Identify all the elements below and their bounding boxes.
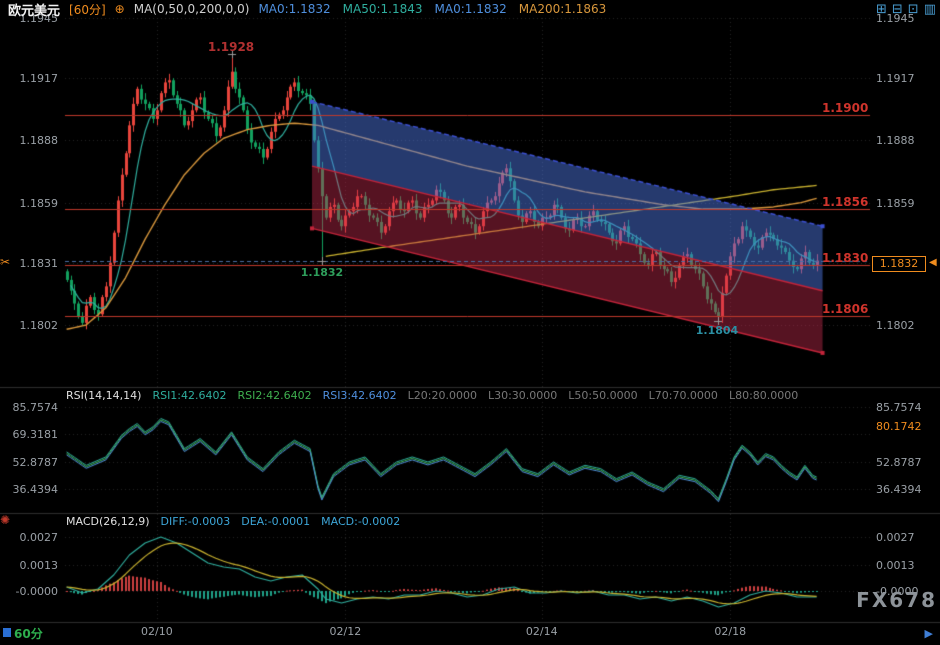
footer-timeframe[interactable]: 60分 [14,627,43,641]
rsi-level-3: L70:70.0000 [648,389,718,402]
timeframe-label[interactable]: [60分] [69,2,106,17]
macd-value-1: DEA:-0.0001 [241,515,311,528]
macd-title: MACD(26,12,9) [66,515,150,528]
annotation-channel-low: 1.1832 [300,266,344,279]
layout-icons: ⊞ ⊟ ⊡ ▥ [876,2,936,17]
indicator-tool-icon[interactable]: ✺ [0,513,11,527]
topbar: 欧元美元 [60分] ⊕ MA(0,50,0,200,0,0) MA0:1.18… [0,0,940,19]
watermark: FX678 [856,588,937,612]
ma-value-2: MA0:1.1832 [434,2,507,16]
annotation-high: 1.1928 [207,40,255,54]
ma-value-1: MA50:1.1843 [342,2,423,16]
ma-value-3: MA200:1.1863 [518,2,607,16]
level-price-label: 1.1856 [822,195,869,210]
price-axis-label-right: 1.1802 [876,319,915,332]
rsi-axis-label-right: 52.8787 [876,455,922,469]
level-price-label: 1.1900 [822,100,869,115]
rsi-axis-label-left: 36.4394 [12,483,59,497]
price-axis-label-left: 1.1888 [19,134,59,148]
rsi-level-1: L30:30.0000 [487,389,558,402]
add-indicator-icon[interactable]: ⊕ [114,2,125,16]
price-axis-label-right: 1.1888 [876,134,915,148]
level-price-label: 1.1830 [822,250,869,265]
price-axis-label-left: 1.1802 [19,319,59,332]
rsi-header: RSI(14,14,14) RSI1:42.6402 RSI2:42.6402 RSI… [66,389,798,402]
macd-axis-label-right: 0.0013 [876,559,915,572]
price-axis-label-left: 1.1859 [19,196,59,210]
rsi-value-1: RSI1:42.6402 [152,389,227,402]
rsi-axis-label-left: 52.8787 [12,455,59,469]
macd-axis-label-left: 0.0013 [19,559,59,572]
layout-grid-icon[interactable]: ⊞ [875,1,887,17]
rsi-level-2: L50:50.0000 [568,389,638,402]
current-price-arrow-icon: ◀ [929,257,937,268]
macd-axis-label-left: -0.0000 [15,585,58,598]
layout-single-icon[interactable]: ⊡ [907,1,919,17]
current-price-badge: 1.1832 [872,256,926,272]
rsi-axis-label-right: 36.4394 [876,483,922,497]
date-label: 02/12 [329,625,362,638]
rsi-value-2: RSI2:42.6402 [237,389,312,402]
footer-marker-icon [3,628,11,637]
price-axis-label-left: 1.1917 [19,72,59,86]
date-label: 02/18 [714,625,747,638]
macd-axis-label-right: 0.0027 [876,531,915,544]
macd-axis-label-right: -0.0000 [876,585,919,598]
price-axis-label-left: 1.1945 [19,12,59,25]
date-label: 02/14 [525,625,558,638]
rsi-highlight-value: 80.1742 [876,420,922,433]
price-axis-label-right: 1.1859 [876,196,915,210]
annotation-low: 1.1804 [695,324,739,337]
rsi-axis-label-left: 69.3181 [12,428,59,442]
ma-value-0: MA0:1.1832 [258,2,331,16]
symbol-title: 欧元美元 [8,3,61,19]
layout-columns-icon[interactable]: ▥ [923,1,936,17]
macd-axis-label-left: 0.0027 [19,531,59,544]
ma-settings-label: MA(0,50,0,200,0,0) [133,2,250,16]
rsi-title: RSI(14,14,14) [66,389,142,402]
layout-split-horizontal-icon[interactable]: ⊟ [891,1,903,17]
price-axis-label-right: 1.1917 [876,72,915,86]
rsi-axis-label-left: 85.7574 [12,401,59,414]
rsi-level-0: L20:20.0000 [407,389,477,402]
date-label: 02/10 [141,625,173,638]
price-axis-label-right: 1.1945 [876,12,915,25]
ma-values: MA0:1.1832 MA50:1.1843 MA0:1.1832 MA200:1.1… [258,2,618,16]
macd-value-0: DIFF:-0.0003 [160,515,231,528]
rsi-value-3: RSI3:42.6402 [322,389,397,402]
level-price-label: 1.1806 [822,302,869,317]
macd-header: MACD(26,12,9) DIFF:-0.0003 DEA:-0.0001 MACD… [66,515,400,528]
rsi-level-4: L80:80.0000 [728,389,799,402]
price-tool-icon[interactable]: ✂ [0,255,11,269]
price-axis-label-left: 1.1831 [19,256,59,270]
scroll-right-icon[interactable]: ▶ [924,627,933,640]
rsi-axis-label-right: 85.7574 [876,401,922,414]
macd-value-2: MACD:-0.0002 [321,515,401,528]
